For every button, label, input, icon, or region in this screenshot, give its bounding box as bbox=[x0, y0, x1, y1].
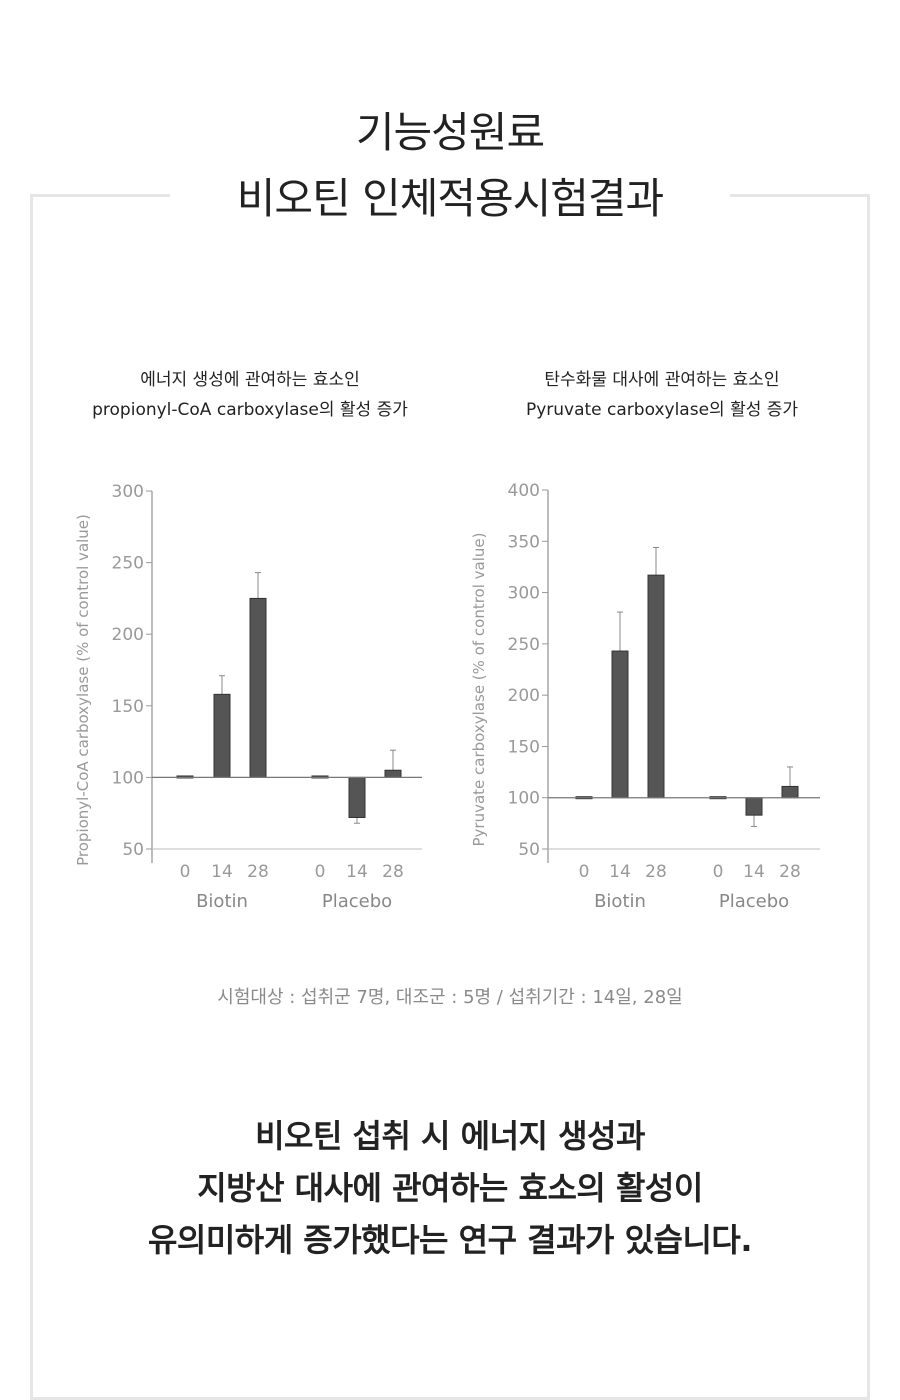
y-tick-label: 100 bbox=[112, 768, 144, 788]
bar bbox=[647, 574, 665, 799]
bar bbox=[249, 597, 267, 778]
group-label: Biotin bbox=[594, 891, 646, 912]
title-line-1: 기능성원료 bbox=[355, 108, 545, 157]
y-tick-label: 150 bbox=[508, 737, 540, 757]
chart-propionyl: 50 100 150 200 250 300 Propionyl-CoA carboxyla… bbox=[74, 482, 422, 912]
y-tick-label: 200 bbox=[508, 686, 540, 706]
y-tick-label: 350 bbox=[508, 532, 540, 552]
y-tick-label: 250 bbox=[112, 554, 144, 574]
x-tick-label: 0 bbox=[579, 862, 590, 882]
group-label: Placebo bbox=[322, 891, 392, 912]
conclusion-line: 유의미하게 증가했다는 연구 결과가 있습니다. bbox=[147, 1221, 753, 1259]
bar bbox=[611, 650, 629, 799]
chart2-title-line: 탄수화물 대사에 관여하는 효소인 bbox=[544, 370, 780, 390]
x-tick-label: 28 bbox=[645, 862, 667, 882]
chart1-title: 에너지 생성에 관여하는 효소인 propionyl-CoA carboxyla… bbox=[40, 365, 460, 425]
x-tick-label: 28 bbox=[382, 862, 404, 882]
y-tick-label: 50 bbox=[518, 840, 540, 860]
bar bbox=[745, 797, 763, 816]
y-axis-label: Propionyl-CoA carboxylase (% of control … bbox=[74, 514, 92, 866]
chart2-title-line: Pyruvate carboxylase의 활성 증가 bbox=[525, 400, 799, 420]
y-tick-label: 400 bbox=[508, 481, 540, 501]
y-tick-label: 150 bbox=[112, 697, 144, 717]
chart1-title-line: 에너지 생성에 관여하는 효소인 bbox=[140, 370, 360, 390]
y-tick-label: 300 bbox=[112, 482, 144, 502]
x-tick-label: 14 bbox=[609, 862, 631, 882]
y-tick-label: 50 bbox=[122, 840, 144, 860]
page-title: 기능성원료 비오틴 인체적용시험결과 bbox=[170, 100, 730, 232]
chart2-title: 탄수화물 대사에 관여하는 효소인 Pyruvate carboxylase의 … bbox=[452, 365, 872, 425]
bar bbox=[213, 693, 231, 778]
conclusion: 비오틴 섭취 시 에너지 생성과 지방산 대사에 관여하는 효소의 활성이 유의… bbox=[0, 1110, 900, 1266]
y-tick-label: 100 bbox=[508, 789, 540, 809]
title-line-2: 비오틴 인체적용시험결과 bbox=[236, 174, 664, 223]
chart-pyruvate: 50 100 150 200 250 300 350 400 Pyruvate carboxyl… bbox=[470, 481, 820, 912]
x-tick-label: 0 bbox=[315, 862, 326, 882]
x-tick-label: 0 bbox=[180, 862, 191, 882]
bar bbox=[348, 776, 366, 818]
y-tick-label: 300 bbox=[508, 584, 540, 604]
x-tick-label: 28 bbox=[779, 862, 801, 882]
y-tick-label: 250 bbox=[508, 635, 540, 655]
bar bbox=[384, 769, 402, 778]
group-label: Biotin bbox=[196, 891, 248, 912]
y-axis-label: Pyruvate carboxylase (% of control value… bbox=[470, 533, 488, 847]
bar bbox=[781, 785, 799, 799]
y-tick-label: 200 bbox=[112, 625, 144, 645]
group-label: Placebo bbox=[719, 891, 789, 912]
x-tick-label: 28 bbox=[247, 862, 269, 882]
chart1-title-line: propionyl-CoA carboxylase의 활성 증가 bbox=[92, 400, 408, 420]
study-note: 시험대상 : 섭취군 7명, 대조군 : 5명 / 섭취기간 : 14일, 28… bbox=[217, 987, 683, 1008]
x-tick-label: 0 bbox=[713, 862, 724, 882]
conclusion-line: 비오틴 섭취 시 에너지 생성과 bbox=[255, 1117, 645, 1155]
conclusion-line: 지방산 대사에 관여하는 효소의 활성이 bbox=[197, 1169, 703, 1207]
x-tick-label: 14 bbox=[743, 862, 765, 882]
x-tick-label: 14 bbox=[346, 862, 368, 882]
x-tick-label: 14 bbox=[211, 862, 233, 882]
